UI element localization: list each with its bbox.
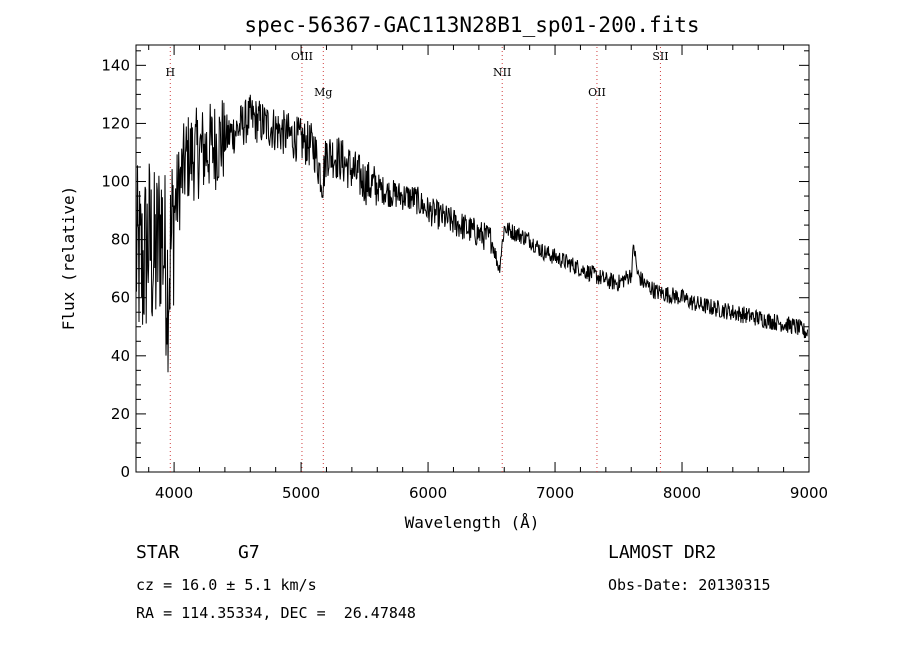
object-subclass: G7 [238, 542, 260, 563]
x-tick-label: 5000 [282, 484, 320, 502]
spectrum-chart: spec-56367-GAC113N28B1_sp01-200.fits H OI… [59, 13, 828, 532]
chart-title: spec-56367-GAC113N28B1_sp01-200.fits [244, 13, 699, 37]
line-label: H [165, 66, 175, 79]
y-tick-label: 80 [111, 231, 130, 249]
y-tick-label: 120 [101, 114, 130, 132]
x-axis-label: Wavelength (Å) [405, 513, 540, 532]
coordinates: RA = 114.35334, DEC = 26.47848 [136, 604, 416, 622]
y-tick-label: 40 [111, 347, 130, 365]
line-label: OIII [291, 50, 313, 63]
survey-name: LAMOST DR2 [608, 542, 717, 563]
x-tick-label: 6000 [409, 484, 447, 502]
object-class: STAR [136, 542, 180, 563]
y-axis-label: Flux (relative) [59, 186, 78, 331]
spectrum-line [135, 94, 808, 373]
line-label: Mg [314, 86, 332, 99]
x-tick-label: 9000 [790, 484, 828, 502]
line-label: SII [652, 50, 668, 63]
x-tick-label: 4000 [155, 484, 193, 502]
y-tick-label: 60 [111, 289, 130, 307]
y-tick-label: 140 [101, 56, 130, 74]
obs-date: Obs-Date: 20130315 [608, 576, 771, 594]
redshift-readout: cz = 16.0 ± 5.1 km/s [136, 576, 317, 594]
line-label: OII [588, 86, 606, 99]
plot-frame [135, 44, 810, 473]
y-tick-label: 100 [101, 173, 130, 191]
axis-ticks: 4000 5000 6000 7000 8000 9000 0 20 40 60 80 100 120 1… [101, 45, 828, 502]
line-label: NII [493, 66, 511, 79]
y-tick-label: 20 [111, 405, 130, 423]
x-tick-label: 7000 [536, 484, 574, 502]
y-tick-label: 0 [120, 463, 130, 481]
x-tick-label: 8000 [663, 484, 701, 502]
